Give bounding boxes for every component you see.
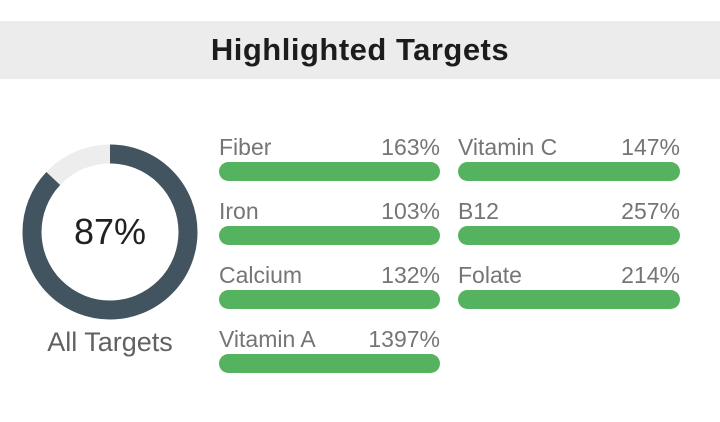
target-value: 214%	[621, 262, 680, 288]
target-value: 132%	[381, 262, 440, 288]
target-row-head: Calcium 132%	[219, 261, 440, 290]
target-progress-bar	[219, 162, 440, 181]
target-label: Vitamin A	[219, 326, 316, 352]
donut-percent-label: 87%	[73, 211, 147, 252]
target-progress-bar	[458, 226, 680, 245]
target-progress-bar	[458, 290, 680, 309]
target-row-vitamin-a[interactable]: Vitamin A 1397%	[219, 325, 440, 389]
targets-column-1: Fiber 163% Iron 103% Calcium 132% Vitami…	[219, 133, 440, 389]
targets-column-2: Vitamin C 147% B12 257% Folate 214%	[458, 133, 680, 325]
target-row-vitamin-c[interactable]: Vitamin C 147%	[458, 133, 680, 197]
target-value: 163%	[381, 134, 440, 160]
target-value: 147%	[621, 134, 680, 160]
target-row-calcium[interactable]: Calcium 132%	[219, 261, 440, 325]
target-progress-bar	[219, 226, 440, 245]
target-label: B12	[458, 198, 499, 224]
target-row-head: Vitamin A 1397%	[219, 325, 440, 354]
target-row-fiber[interactable]: Fiber 163%	[219, 133, 440, 197]
target-label: Iron	[219, 198, 259, 224]
target-label: Fiber	[219, 134, 272, 160]
target-label: Calcium	[219, 262, 303, 288]
target-row-b12[interactable]: B12 257%	[458, 197, 680, 261]
target-row-head: Vitamin C 147%	[458, 133, 680, 162]
widget-title: Highlighted Targets	[210, 32, 510, 67]
target-label: Folate	[458, 262, 522, 288]
target-progress-bar	[458, 162, 680, 181]
target-value: 103%	[381, 198, 440, 224]
target-row-head: B12 257%	[458, 197, 680, 226]
donut-gauge-svg	[22, 144, 198, 320]
target-row-folate[interactable]: Folate 214%	[458, 261, 680, 325]
target-row-head: Fiber 163%	[219, 133, 440, 162]
widget-header: Highlighted Targets	[0, 21, 720, 79]
donut-caption: All Targets	[47, 327, 173, 357]
target-progress-bar	[219, 290, 440, 309]
target-row-head: Folate 214%	[458, 261, 680, 290]
all-targets-donut[interactable]: 87%	[22, 144, 198, 320]
donut-progress-arc	[22, 144, 198, 320]
target-row-iron[interactable]: Iron 103%	[219, 197, 440, 261]
target-label: Vitamin C	[458, 134, 558, 160]
target-value: 1397%	[368, 326, 440, 352]
target-progress-bar	[219, 354, 440, 373]
target-row-head: Iron 103%	[219, 197, 440, 226]
target-value: 257%	[621, 198, 680, 224]
